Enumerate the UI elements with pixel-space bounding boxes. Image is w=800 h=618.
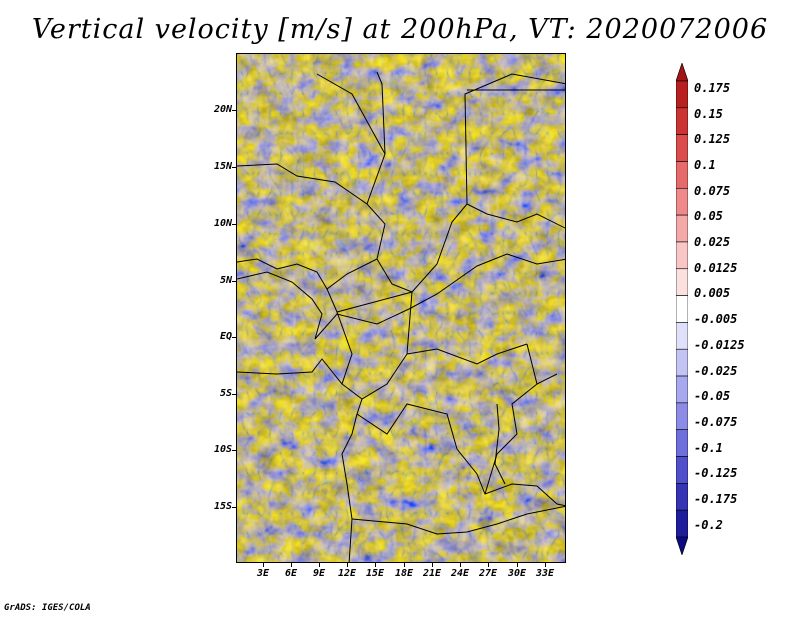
lon-tick [263,563,264,567]
vertical-velocity-field [237,54,565,562]
country-borders [237,71,565,562]
colorbar-label: -0.125 [694,466,738,480]
lon-label-30e: 30E [507,568,527,579]
colorbar-swatch [675,214,689,243]
lon-tick [460,563,461,567]
lat-tick [232,224,236,225]
colorbar-swatch [675,62,689,82]
lon-label-27e: 27E [478,568,498,579]
grads-credit: GrADS: IGES/COLA [4,603,91,613]
lon-tick [347,563,348,567]
colorbar-swatch [675,322,689,350]
colorbar-label: -0.005 [694,312,738,326]
colorbar-label: -0.1 [694,441,723,455]
lat-tick [232,281,236,282]
lon-label-6e: 6E [284,568,298,579]
lat-tick [232,507,236,508]
lat-label-15n: 15N [213,161,232,172]
colorbar-swatch [675,187,689,216]
colorbar-swatch [675,134,689,162]
lat-tick [232,394,236,395]
colorbar-label: -0.075 [694,415,738,429]
chart-title: Vertical velocity [m/s] at 200hPa, VT: 2… [31,14,769,45]
lon-tick [291,563,292,567]
colorbar-label: -0.025 [694,364,738,378]
colorbar-label: 0.15 [694,107,723,121]
colorbar-swatch [675,107,689,135]
lon-tick [319,563,320,567]
lat-label-5n: 5N [219,275,232,286]
lat-label-5s: 5S [219,388,232,399]
lon-label-21e: 21E [422,568,442,579]
colorbar-swatch [675,375,689,404]
colorbar-label: -0.175 [694,492,738,506]
colorbar-swatch [675,483,689,511]
colorbar-swatch [675,161,689,189]
lat-tick [232,167,236,168]
colorbar-swatch [675,295,689,323]
colorbar-swatch [675,268,689,296]
colorbar-swatch [675,241,689,270]
lon-label-15e: 15E [365,568,385,579]
lon-label-9e: 9E [312,568,326,579]
colorbar-swatch [675,429,689,457]
lon-label-24e: 24E [450,568,470,579]
colorbar-swatch [675,509,689,538]
lon-tick [517,563,518,567]
colorbar-label: 0.1 [694,158,716,172]
colorbar [675,62,689,556]
colorbar-label: 0.075 [694,184,731,198]
lon-tick [432,563,433,567]
lon-label-18e: 18E [394,568,414,579]
lon-tick [488,563,489,567]
colorbar-label: 0.0125 [694,261,738,275]
colorbar-swatch [675,456,689,484]
lon-tick [545,563,546,567]
colorbar-label: 0.005 [694,286,731,300]
lat-tick [232,110,236,111]
colorbar-label: -0.2 [694,518,723,532]
colorbar-label: -0.05 [694,389,731,403]
colorbar-swatch [675,80,689,109]
colorbar-label: 0.175 [694,81,731,95]
colorbar-label: 0.125 [694,132,731,146]
lat-label-20n: 20N [213,104,232,115]
lon-label-12e: 12E [337,568,357,579]
colorbar-label: -0.0125 [694,338,745,352]
lat-label-10s: 10S [213,444,232,455]
lon-tick [375,563,376,567]
lat-label-eq: EQ [219,331,232,342]
colorbar-swatches [675,62,689,556]
lon-tick [404,563,405,567]
colorbar-label: 0.025 [694,235,731,249]
lon-label-33e: 33E [535,568,555,579]
colorbar-swatch [675,402,689,431]
colorbar-swatch [675,348,689,377]
lat-tick [232,337,236,338]
colorbar-label: 0.05 [694,209,723,223]
lat-tick [232,450,236,451]
colorbar-swatch [675,536,689,556]
lat-label-15s: 15S [213,501,232,512]
lon-label-3e: 3E [256,568,270,579]
lat-label-10n: 10N [213,218,232,229]
map-plot-area [236,53,566,563]
